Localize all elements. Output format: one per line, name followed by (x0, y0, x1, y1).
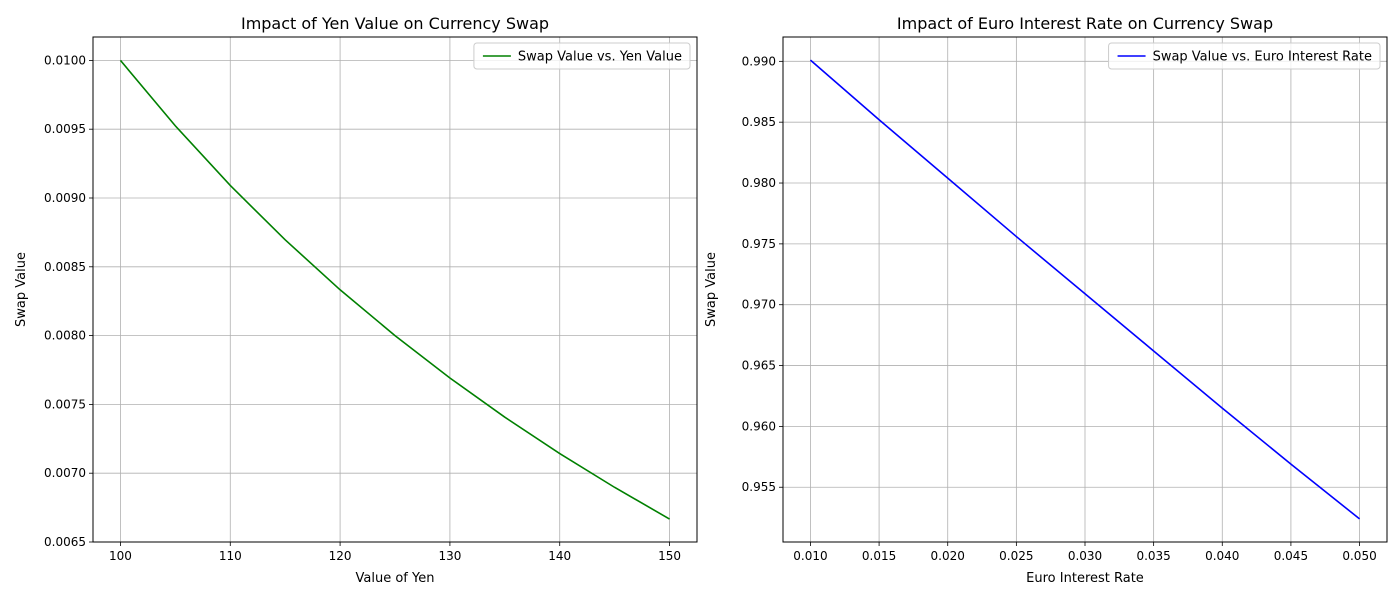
x-tick-label: 140 (548, 549, 571, 563)
x-axis-label: Value of Yen (356, 571, 435, 586)
x-tick-label: 0.035 (1136, 549, 1170, 563)
y-tick-label: 0.0080 (44, 329, 86, 343)
y-tick-label: 0.965 (742, 359, 776, 373)
y-tick-label: 0.970 (742, 298, 776, 312)
series-line (809, 59, 1361, 520)
x-tick-label: 110 (219, 549, 242, 563)
y-tick-label: 0.985 (742, 115, 776, 129)
x-tick-label: 100 (109, 549, 132, 563)
y-tick-label: 0.960 (742, 419, 776, 433)
chart-panel-euro: 0.010 0.015 0.020 0.025 0.030 0.035 0.040 0.045… (704, 14, 1388, 586)
x-tick-label: 0.030 (1068, 549, 1102, 563)
x-tick-label: 0.025 (999, 549, 1033, 563)
x-tick-label: 130 (438, 549, 461, 563)
legend-box (473, 42, 691, 70)
y-axis-label: Swap Value (14, 252, 29, 327)
y-tick-label: 0.0090 (44, 191, 86, 205)
x-tick-label: 150 (658, 549, 681, 563)
chart-title: Impact of Yen Value on Currency Swap (241, 14, 549, 33)
y-tick-label: 0.0100 (44, 53, 86, 67)
x-tick-label: 0.050 (1342, 549, 1376, 563)
y-tick-label: 0.0085 (44, 260, 86, 274)
x-axis-label: Euro Interest Rate (1026, 571, 1144, 586)
legend-label: Swap Value vs. Yen Value (518, 50, 682, 65)
x-tick-label: 0.015 (862, 549, 896, 563)
chart-title: Impact of Euro Interest Rate on Currency… (897, 14, 1273, 33)
y-tick-label: 0.975 (742, 237, 776, 251)
x-tick-label: 0.010 (793, 549, 827, 563)
y-axis-label: Swap Value (704, 252, 719, 327)
chart-panel-yen: 100 110 120 130 140 150 0.0065 0.0070 0.0075 0.00… (14, 14, 698, 586)
x-tick-label: 0.020 (931, 549, 965, 563)
y-tick-label: 0.955 (742, 480, 776, 494)
y-tick-label: 0.990 (742, 54, 776, 68)
legend: Swap Value vs. Yen Value (473, 42, 691, 70)
y-tick-label: 0.0095 (44, 122, 86, 136)
y-tick-label: 0.0065 (44, 535, 86, 549)
x-tick-label: 0.045 (1274, 549, 1308, 563)
y-tick-label: 0.0075 (44, 397, 86, 411)
y-tick-label: 0.0070 (44, 466, 86, 480)
plot-frame (92, 36, 698, 543)
legend: Swap Value vs. Euro Interest Rate (1108, 42, 1381, 70)
series-line (119, 59, 670, 520)
x-tick-label: 120 (329, 549, 352, 563)
legend-box (1108, 42, 1381, 70)
y-tick-label: 0.980 (742, 176, 776, 190)
x-tick-label: 0.040 (1205, 549, 1239, 563)
legend-label: Swap Value vs. Euro Interest Rate (1153, 50, 1372, 65)
